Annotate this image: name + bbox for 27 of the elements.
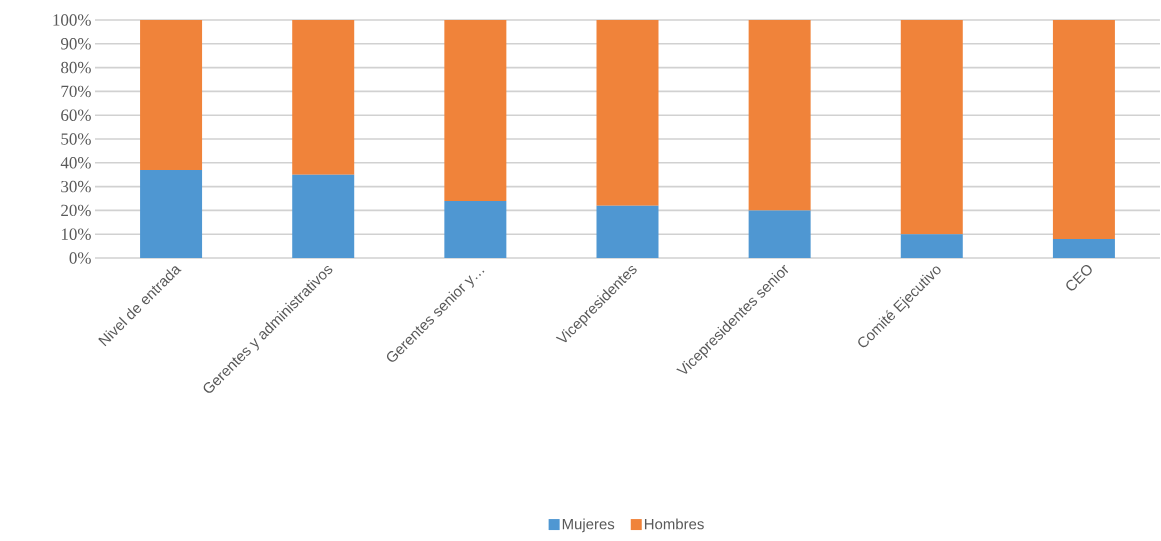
bar [596,20,659,206]
y-tick-label: 90% [60,38,91,50]
bar [140,169,203,258]
bar [900,234,963,258]
bar [596,205,659,258]
bar [1052,20,1115,239]
y-tick-label: 30% [61,180,91,193]
bar [444,200,507,258]
y-tick-label: 80% [61,61,91,74]
y-tick-label: 70% [61,85,91,98]
bar [140,20,203,170]
bar [748,20,811,211]
y-tick-label: 50% [61,133,91,145]
y-tick-label: 60% [61,109,91,121]
bar [900,20,963,235]
legend-label: Hombres [644,518,704,530]
bar [292,20,355,175]
y-tick-label: 20% [61,204,91,217]
y-tick-label: 40% [60,157,91,169]
y-tick-label: 10% [61,228,91,240]
y-tick-label: 100% [53,14,91,26]
bar [292,174,355,258]
y-tick-label: 0% [69,252,91,264]
bar [444,20,507,201]
legend-label: Mujeres [562,518,615,533]
bar [748,210,811,258]
bar [1052,238,1115,258]
